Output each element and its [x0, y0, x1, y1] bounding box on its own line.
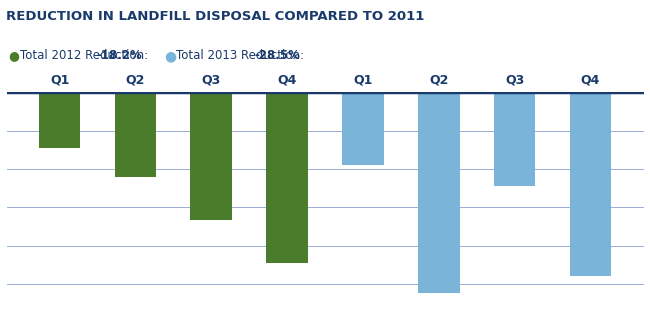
Bar [342, 92, 384, 164]
Text: -18.2%: -18.2% [96, 49, 142, 63]
Bar [39, 92, 81, 148]
Text: Total 2012 Reduction:: Total 2012 Reduction: [20, 49, 151, 63]
Bar [266, 92, 308, 263]
Text: Total 2013 Reduction:: Total 2013 Reduction: [176, 49, 308, 63]
Text: ●: ● [164, 49, 176, 63]
Bar [114, 92, 156, 177]
Text: ●: ● [8, 49, 19, 63]
Bar [418, 92, 460, 292]
Bar [569, 92, 611, 275]
Bar [494, 92, 536, 186]
Text: REDUCTION IN LANDFILL DISPOSAL COMPARED TO 2011: REDUCTION IN LANDFILL DISPOSAL COMPARED … [6, 10, 425, 23]
Bar [190, 92, 232, 220]
Text: -28.5%: -28.5% [255, 49, 301, 63]
